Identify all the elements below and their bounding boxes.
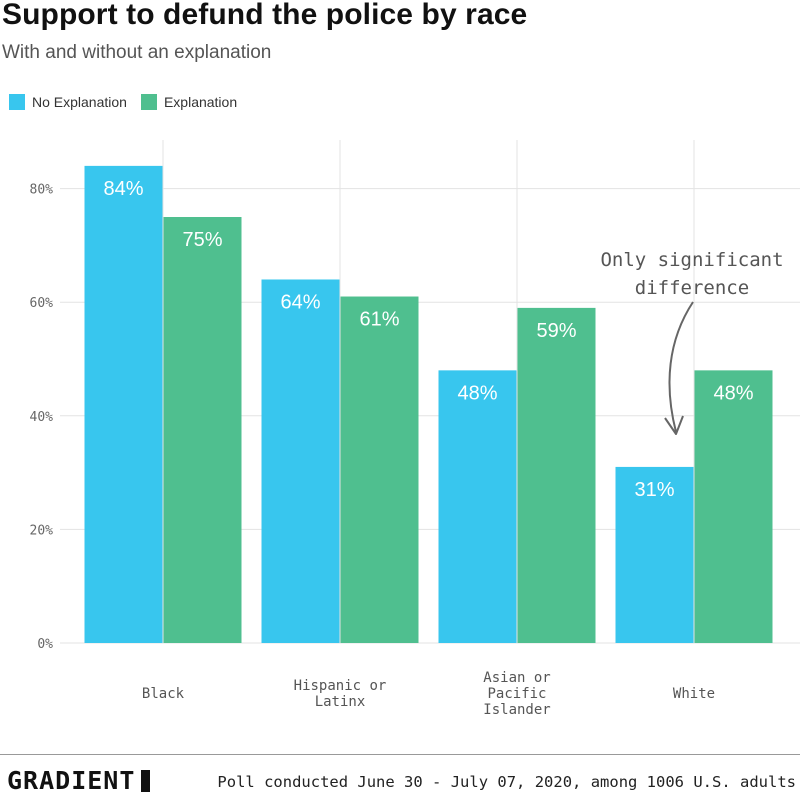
y-tick-label-1: 20% <box>30 523 54 538</box>
gradient-logo-bar <box>141 769 151 792</box>
bar-chart: 84%64%48%31%75%61%59%48% 0%20%40%60%80% … <box>30 140 800 718</box>
legend-swatch-no-explanation <box>9 94 25 110</box>
x-category-label-0: Black <box>142 686 185 702</box>
annotation: Only significant difference <box>600 249 784 435</box>
bar-explanation-3 <box>694 370 773 643</box>
x-axis-category-labels: Black Hispanic or Latinx Asian or Pacific Isl… <box>142 670 715 718</box>
gradient-logo: GRADIENT <box>7 766 151 795</box>
y-tick-label-3: 60% <box>30 296 54 311</box>
gradient-logo-text: GRADIENT <box>7 766 136 795</box>
y-axis-tick-labels: 0% 20% 40% 60% 80% <box>30 183 54 652</box>
vertical-gridlines <box>162 140 695 643</box>
bar-no-explanation-1 <box>261 279 340 643</box>
x-category-label-1: Hispanic or Latinx <box>294 678 387 710</box>
annotation-arrow-shaft <box>668 301 694 433</box>
y-tick-label-2: 40% <box>30 410 54 425</box>
legend: No Explanation Explanation <box>9 94 251 110</box>
bar-label-explanation-3: 48% <box>713 382 753 404</box>
footer-divider <box>0 754 800 755</box>
bar-value-labels: 84% 64% 48% 31% 75% 61% 59% 48% <box>103 178 753 501</box>
bar-label-no-explanation-0: 84% <box>103 178 143 200</box>
legend-item-explanation: Explanation <box>140 94 238 110</box>
legend-label-no-explanation: No Explanation <box>32 94 127 110</box>
y-tick-label-0: 0% <box>37 637 53 652</box>
x-category-label-2: Asian or Pacific Islander <box>483 670 550 718</box>
bar-label-explanation-1: 61% <box>359 309 399 331</box>
bar-explanation-1 <box>340 296 419 643</box>
bar-label-no-explanation-1: 64% <box>280 291 320 313</box>
bar-label-explanation-0: 75% <box>182 229 222 251</box>
bar-no-explanation-2 <box>438 370 517 643</box>
annotation-line-0: Only significant <box>600 249 783 271</box>
legend-item-no-explanation: No Explanation <box>9 94 127 110</box>
chart-title: Support to defund the police by race <box>2 0 528 31</box>
x-category-label-3: White <box>673 686 715 702</box>
legend-swatch-explanation <box>140 94 157 110</box>
bar-label-no-explanation-2: 48% <box>457 382 497 404</box>
chart-subtitle: With and without an explanation <box>2 42 272 63</box>
bar-label-no-explanation-3: 31% <box>634 479 674 501</box>
bar-label-explanation-2: 59% <box>536 320 576 342</box>
bar-explanation-2 <box>517 307 596 643</box>
annotation-arrow-head <box>664 415 684 435</box>
poll-footnote: Poll conducted June 30 - July 07, 2020, … <box>217 773 796 791</box>
bar-no-explanation-3 <box>615 466 694 643</box>
bars <box>84 165 773 643</box>
annotation-line-1: difference <box>635 277 749 299</box>
y-tick-label-4: 80% <box>30 183 54 198</box>
bar-explanation-0 <box>163 217 242 643</box>
legend-label-explanation: Explanation <box>163 94 238 110</box>
bar-no-explanation-0 <box>84 165 163 643</box>
